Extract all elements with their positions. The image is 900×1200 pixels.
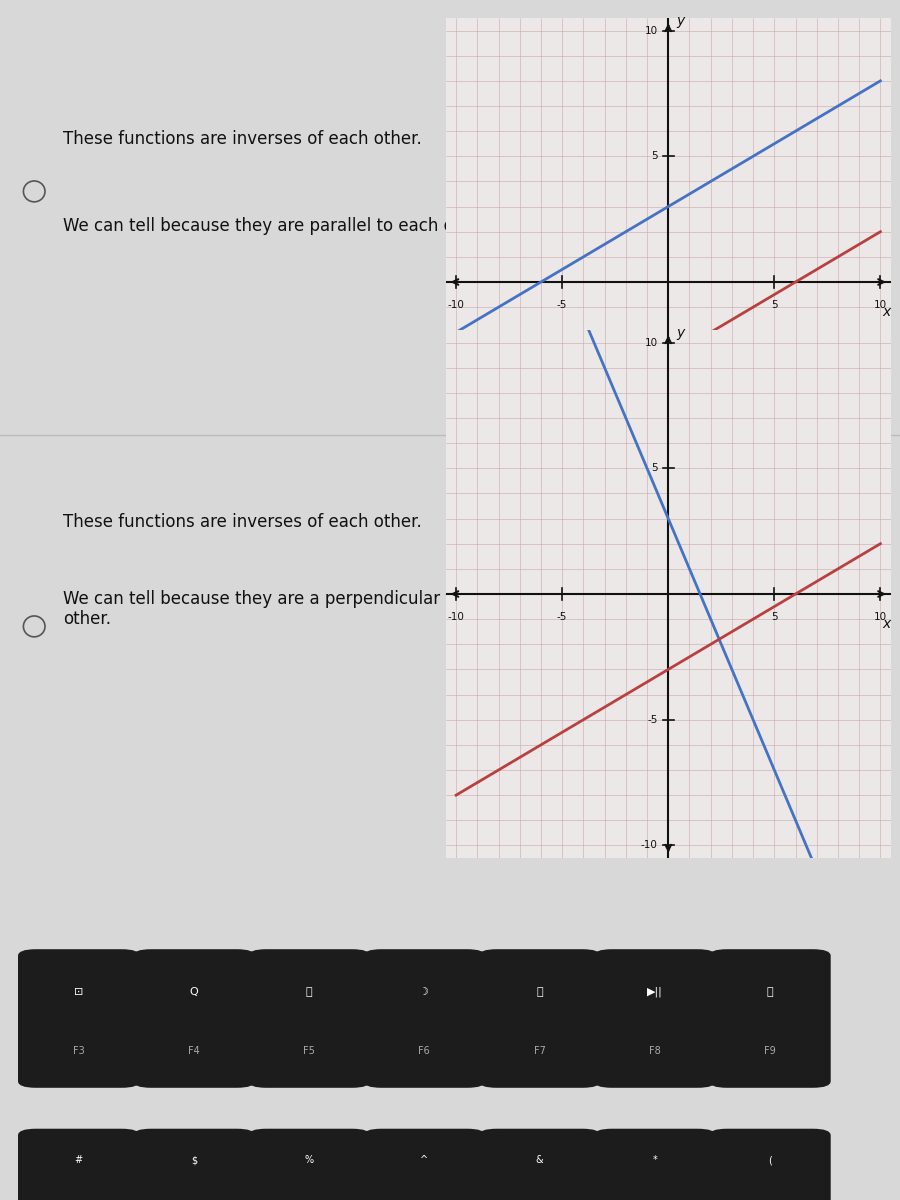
Text: y: y (677, 14, 685, 28)
Text: F8: F8 (649, 1046, 661, 1056)
Text: ⊡: ⊡ (74, 988, 84, 997)
FancyBboxPatch shape (133, 1129, 255, 1200)
Text: -5: -5 (647, 403, 658, 413)
Text: ⏩: ⏩ (767, 988, 773, 997)
FancyBboxPatch shape (18, 1129, 140, 1200)
Text: ^: ^ (420, 1156, 428, 1165)
Text: F3: F3 (73, 1046, 85, 1056)
Text: F7: F7 (534, 1046, 545, 1056)
Text: 5: 5 (651, 151, 658, 161)
Text: -5: -5 (647, 715, 658, 725)
Text: ⏪: ⏪ (536, 988, 543, 997)
Text: 10: 10 (644, 337, 658, 348)
FancyBboxPatch shape (364, 1129, 485, 1200)
FancyBboxPatch shape (594, 949, 716, 1087)
Text: ⍬: ⍬ (306, 988, 312, 997)
Text: x: x (883, 305, 891, 319)
Text: F5: F5 (303, 1046, 315, 1056)
Text: -10: -10 (447, 612, 464, 622)
Text: #: # (75, 1156, 83, 1165)
Text: -10: -10 (641, 528, 658, 539)
Text: 10: 10 (874, 300, 887, 310)
Text: *: * (652, 1156, 657, 1165)
FancyBboxPatch shape (594, 1129, 716, 1200)
FancyBboxPatch shape (18, 949, 140, 1087)
Text: ☽: ☽ (419, 988, 429, 997)
FancyBboxPatch shape (248, 1129, 370, 1200)
FancyBboxPatch shape (248, 949, 370, 1087)
Text: y: y (677, 326, 685, 340)
Text: 10: 10 (874, 612, 887, 622)
Text: These functions are inverses of each other.: These functions are inverses of each oth… (63, 514, 422, 530)
Text: %: % (304, 1156, 314, 1165)
FancyBboxPatch shape (364, 949, 485, 1087)
FancyBboxPatch shape (709, 949, 831, 1087)
Text: 5: 5 (651, 463, 658, 473)
Text: &: & (536, 1156, 544, 1165)
Text: 10: 10 (644, 25, 658, 36)
Text: 5: 5 (771, 300, 778, 310)
Text: F4: F4 (188, 1046, 200, 1056)
Text: We can tell because they are parallel to each other.: We can tell because they are parallel to… (63, 217, 491, 235)
FancyBboxPatch shape (479, 949, 600, 1087)
FancyBboxPatch shape (709, 1129, 831, 1200)
Text: x: x (883, 617, 891, 631)
FancyBboxPatch shape (479, 1129, 600, 1200)
Text: $: $ (191, 1156, 197, 1165)
Text: F6: F6 (418, 1046, 430, 1056)
Text: -5: -5 (557, 300, 567, 310)
Text: 5: 5 (771, 612, 778, 622)
FancyBboxPatch shape (133, 949, 255, 1087)
Text: Q: Q (190, 988, 198, 997)
Text: -5: -5 (557, 612, 567, 622)
Text: (: ( (768, 1156, 772, 1165)
Text: These functions are inverses of each other.: These functions are inverses of each oth… (63, 130, 422, 148)
Text: ▶||: ▶|| (647, 986, 662, 997)
Text: We can tell because they are a perpendicular to each
other.: We can tell because they are a perpendic… (63, 589, 508, 629)
Text: -10: -10 (447, 300, 464, 310)
Text: F9: F9 (764, 1046, 776, 1056)
Text: -10: -10 (641, 840, 658, 851)
